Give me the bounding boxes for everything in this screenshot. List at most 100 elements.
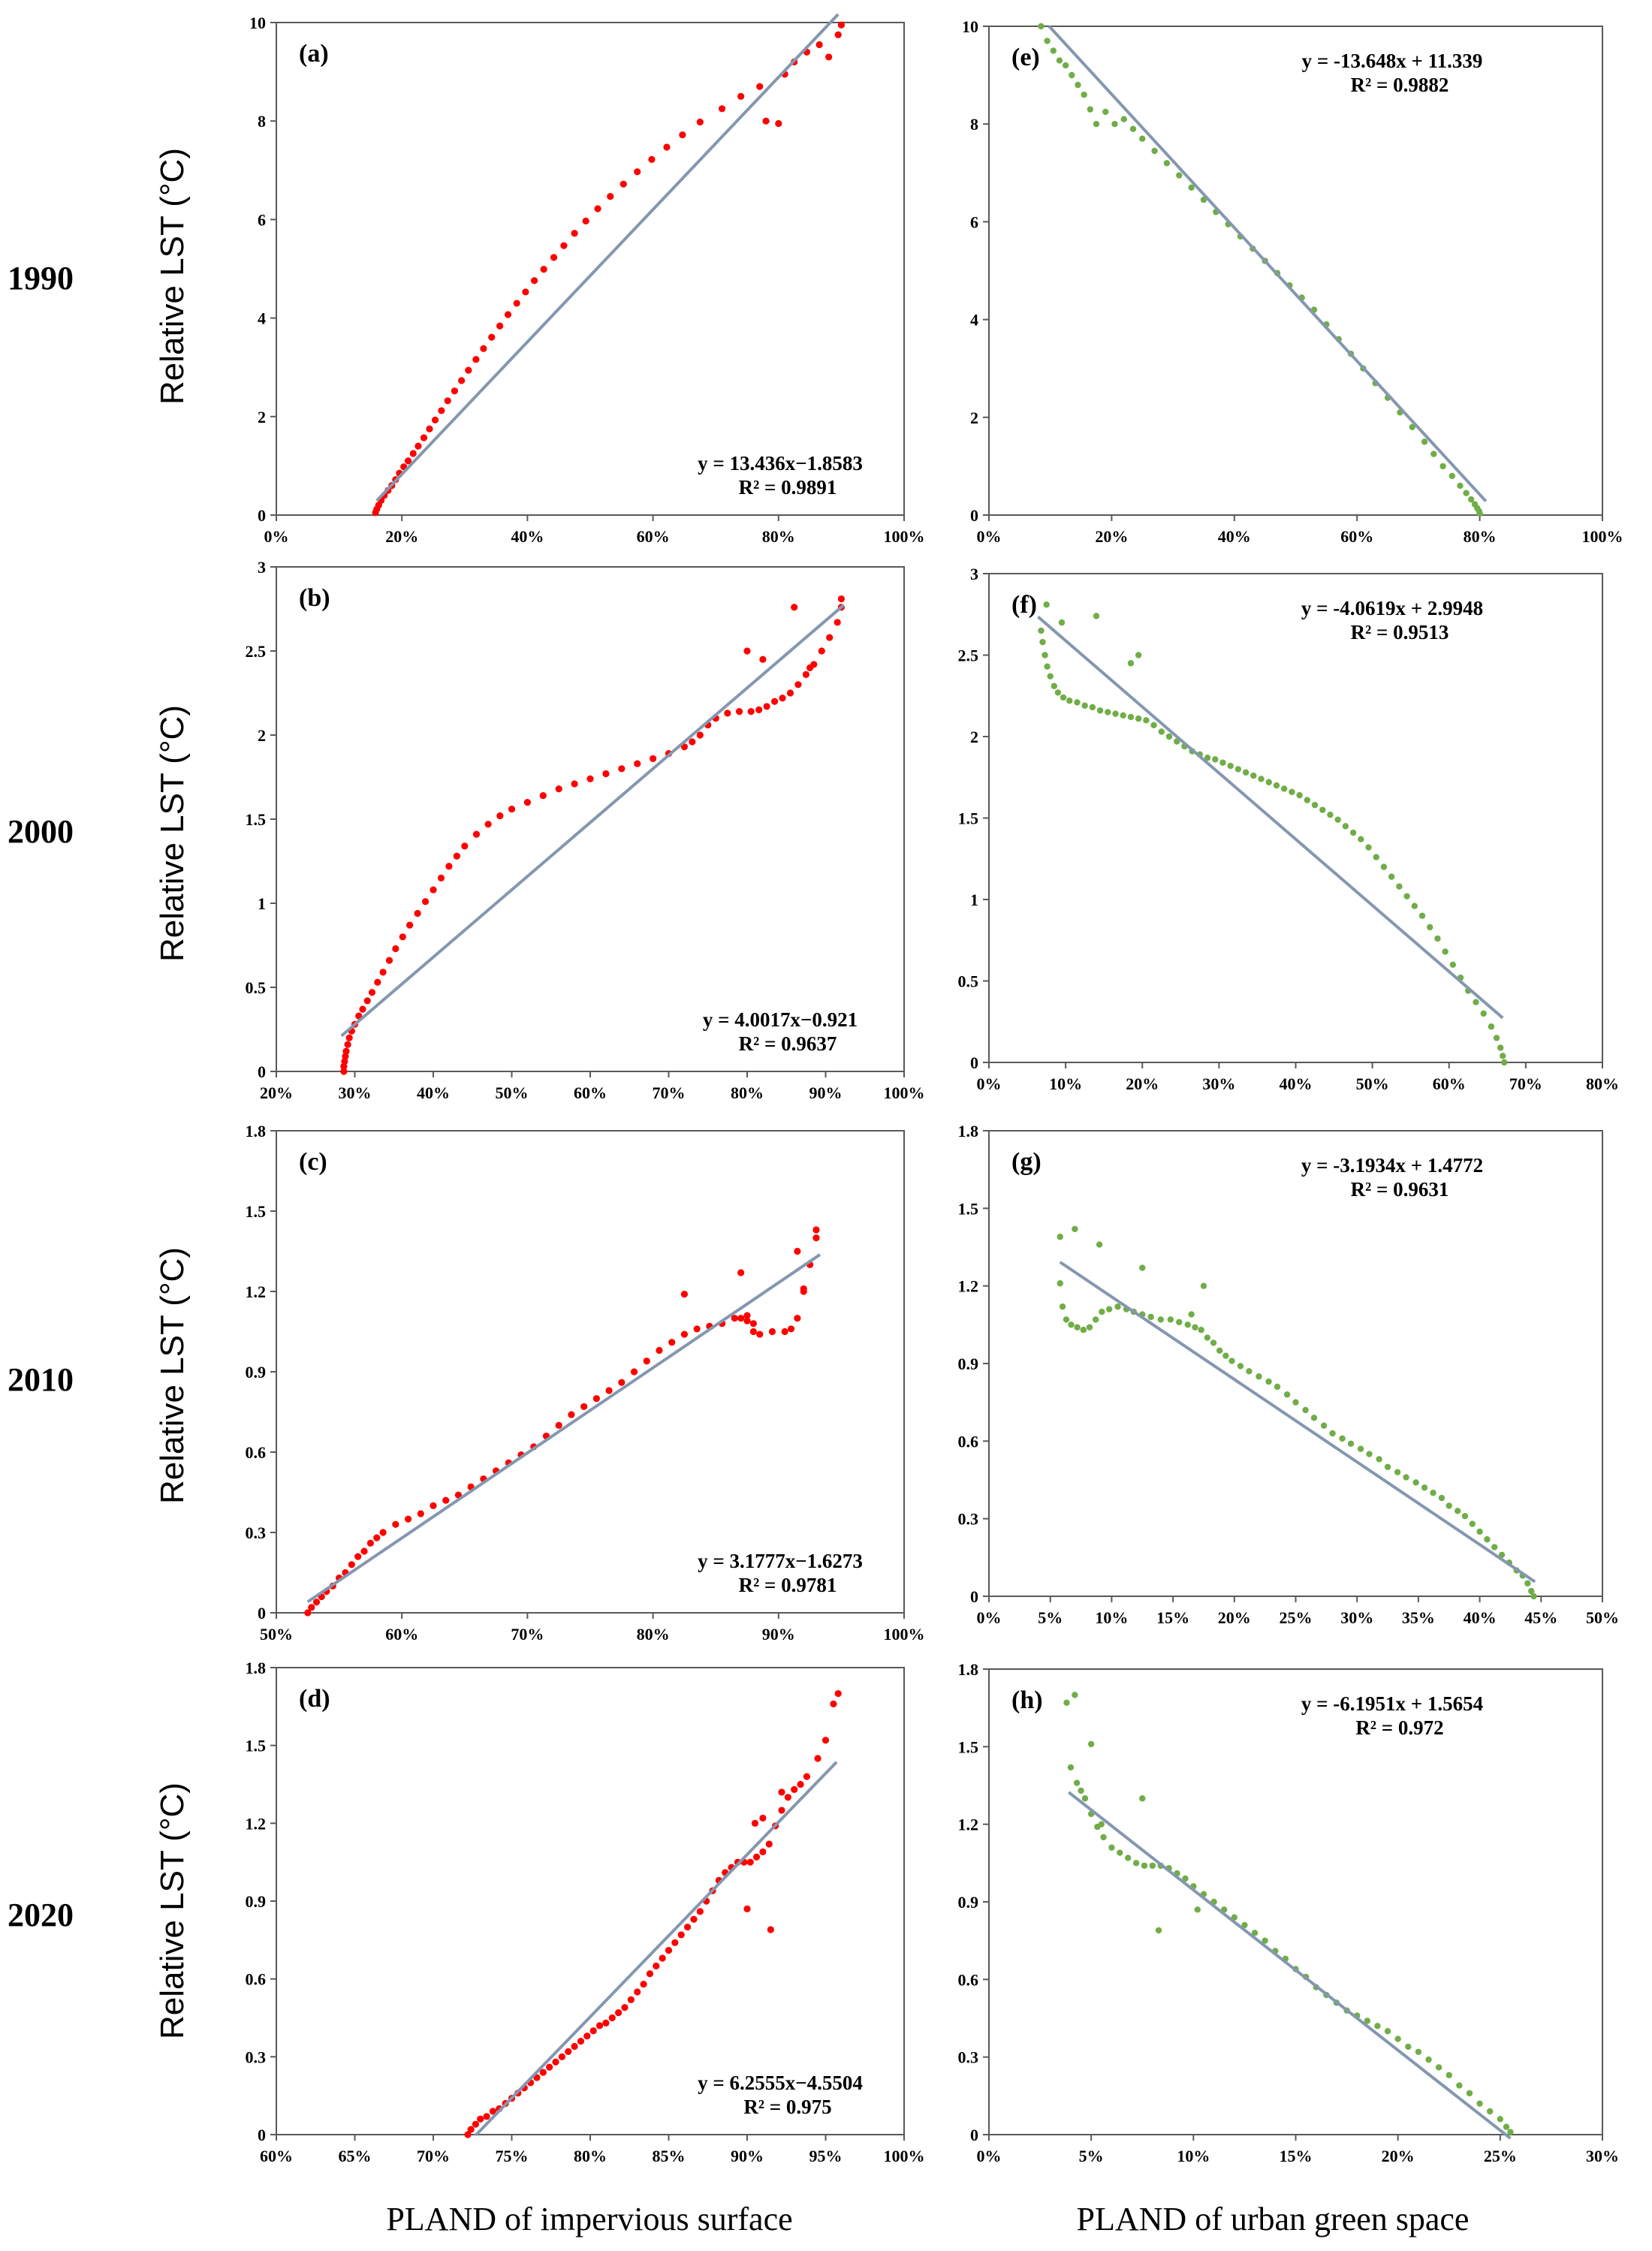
y-tick-label: 8 [258, 112, 266, 131]
data-point [304, 1609, 312, 1617]
data-point [1528, 1587, 1535, 1595]
x-tick-label: 20% [1126, 1074, 1159, 1093]
x-tick-label: 40% [417, 1083, 450, 1102]
x-tick-label: 30% [339, 1083, 372, 1102]
data-point [464, 2131, 472, 2138]
data-point [665, 1947, 673, 1954]
data-point [668, 1339, 676, 1346]
data-point [489, 2108, 497, 2115]
data-point [1039, 638, 1046, 646]
data-point [1497, 2116, 1504, 2123]
data-point [696, 1908, 704, 1915]
x-tick-label: 90% [762, 1625, 795, 1644]
data-point [373, 1534, 381, 1541]
data-point [693, 1325, 701, 1333]
x-tick-label: 50% [260, 1625, 293, 1644]
data-point [618, 765, 626, 773]
data-point [634, 1988, 641, 1996]
y-tick-label: 1.5 [246, 810, 267, 829]
data-point [1476, 2100, 1483, 2107]
data-point [1141, 1862, 1148, 1869]
plot-frame [276, 1667, 905, 2135]
data-point [513, 300, 520, 307]
data-point [1480, 1010, 1487, 1017]
y-tick-label: 2 [970, 408, 978, 427]
data-point [663, 143, 671, 151]
data-point [1149, 1862, 1156, 1869]
data-point [1188, 184, 1195, 191]
x-tick-label: 70% [1509, 1074, 1542, 1093]
data-point [1167, 1316, 1174, 1323]
data-point [399, 933, 406, 941]
data-point [1442, 948, 1449, 955]
data-point [1473, 999, 1479, 1005]
data-point [1204, 755, 1211, 761]
data-point [1057, 1280, 1063, 1287]
data-point [696, 118, 704, 126]
data-point [442, 1496, 450, 1504]
data-point [620, 180, 627, 188]
data-point [1105, 1306, 1113, 1312]
y-tick-label: 1.5 [958, 1199, 979, 1218]
data-point [540, 266, 547, 273]
x-tick-label: 40% [511, 527, 544, 546]
data-point [580, 1403, 588, 1410]
r-squared-value: R² = 0.9781 [739, 1574, 837, 1596]
data-point [571, 230, 578, 237]
data-point [762, 117, 770, 125]
data-point [1357, 1445, 1364, 1452]
data-point [1454, 1508, 1461, 1514]
data-point [1384, 2028, 1391, 2035]
y-tick-label: 0.6 [246, 1443, 267, 1462]
data-point [1089, 704, 1096, 711]
y-tick-label: 0.9 [246, 1363, 267, 1382]
data-point [1092, 1316, 1099, 1323]
x-tick-label: 0% [977, 1074, 1002, 1093]
data-point [1366, 1451, 1373, 1457]
data-point [1068, 1321, 1075, 1328]
data-point [348, 1561, 355, 1568]
data-point [680, 1330, 689, 1338]
data-point [438, 407, 445, 414]
x-tick-label: 95% [809, 2147, 843, 2165]
panel-label: (e) [1011, 44, 1040, 71]
data-point [571, 2042, 578, 2051]
data-point [671, 1939, 679, 1946]
data-point [630, 1368, 638, 1376]
data-point [802, 670, 809, 678]
panel-label: (c) [299, 1148, 327, 1176]
x-tick-label: 10% [1177, 2147, 1210, 2165]
data-point [1242, 769, 1250, 776]
data-point [794, 1247, 801, 1255]
data-point [770, 698, 779, 705]
data-point [826, 634, 834, 641]
data-point [812, 1226, 820, 1234]
data-point [618, 1379, 626, 1386]
data-point [1283, 1391, 1291, 1398]
panel-c: 0 0.3 0.6 0.9 1.2 1.5 1.8 50% 60% 70% 80% 90% 100% (c… [246, 1122, 925, 1644]
x-tick-label: 80% [637, 1625, 670, 1644]
regression-equation: y = 13.436x−1.8583 [698, 452, 863, 475]
data-point [803, 1773, 811, 1780]
data-point [1050, 47, 1057, 54]
data-point [1296, 791, 1303, 799]
data-point [1047, 673, 1054, 680]
data-point [1043, 601, 1050, 608]
r-squared-value: R² = 0.9637 [739, 1032, 837, 1055]
data-point [1124, 1855, 1132, 1861]
data-point [1114, 1303, 1121, 1310]
data-point [1418, 912, 1426, 919]
panel-label: (g) [1011, 1148, 1042, 1176]
x-tick-label: 80% [1586, 1074, 1619, 1093]
data-point [683, 1923, 692, 1931]
r-squared-value: R² = 0.975 [743, 2096, 831, 2118]
data-point [1501, 1059, 1508, 1066]
year-label-2010: 2010 [8, 1361, 74, 1398]
y-tick-label: 0 [970, 1053, 978, 1072]
data-point [1430, 1490, 1436, 1496]
data-point [779, 695, 786, 702]
data-point [1449, 472, 1456, 480]
data-point [1063, 1699, 1070, 1706]
data-point [1503, 2123, 1510, 2130]
data-point [1403, 1474, 1409, 1481]
